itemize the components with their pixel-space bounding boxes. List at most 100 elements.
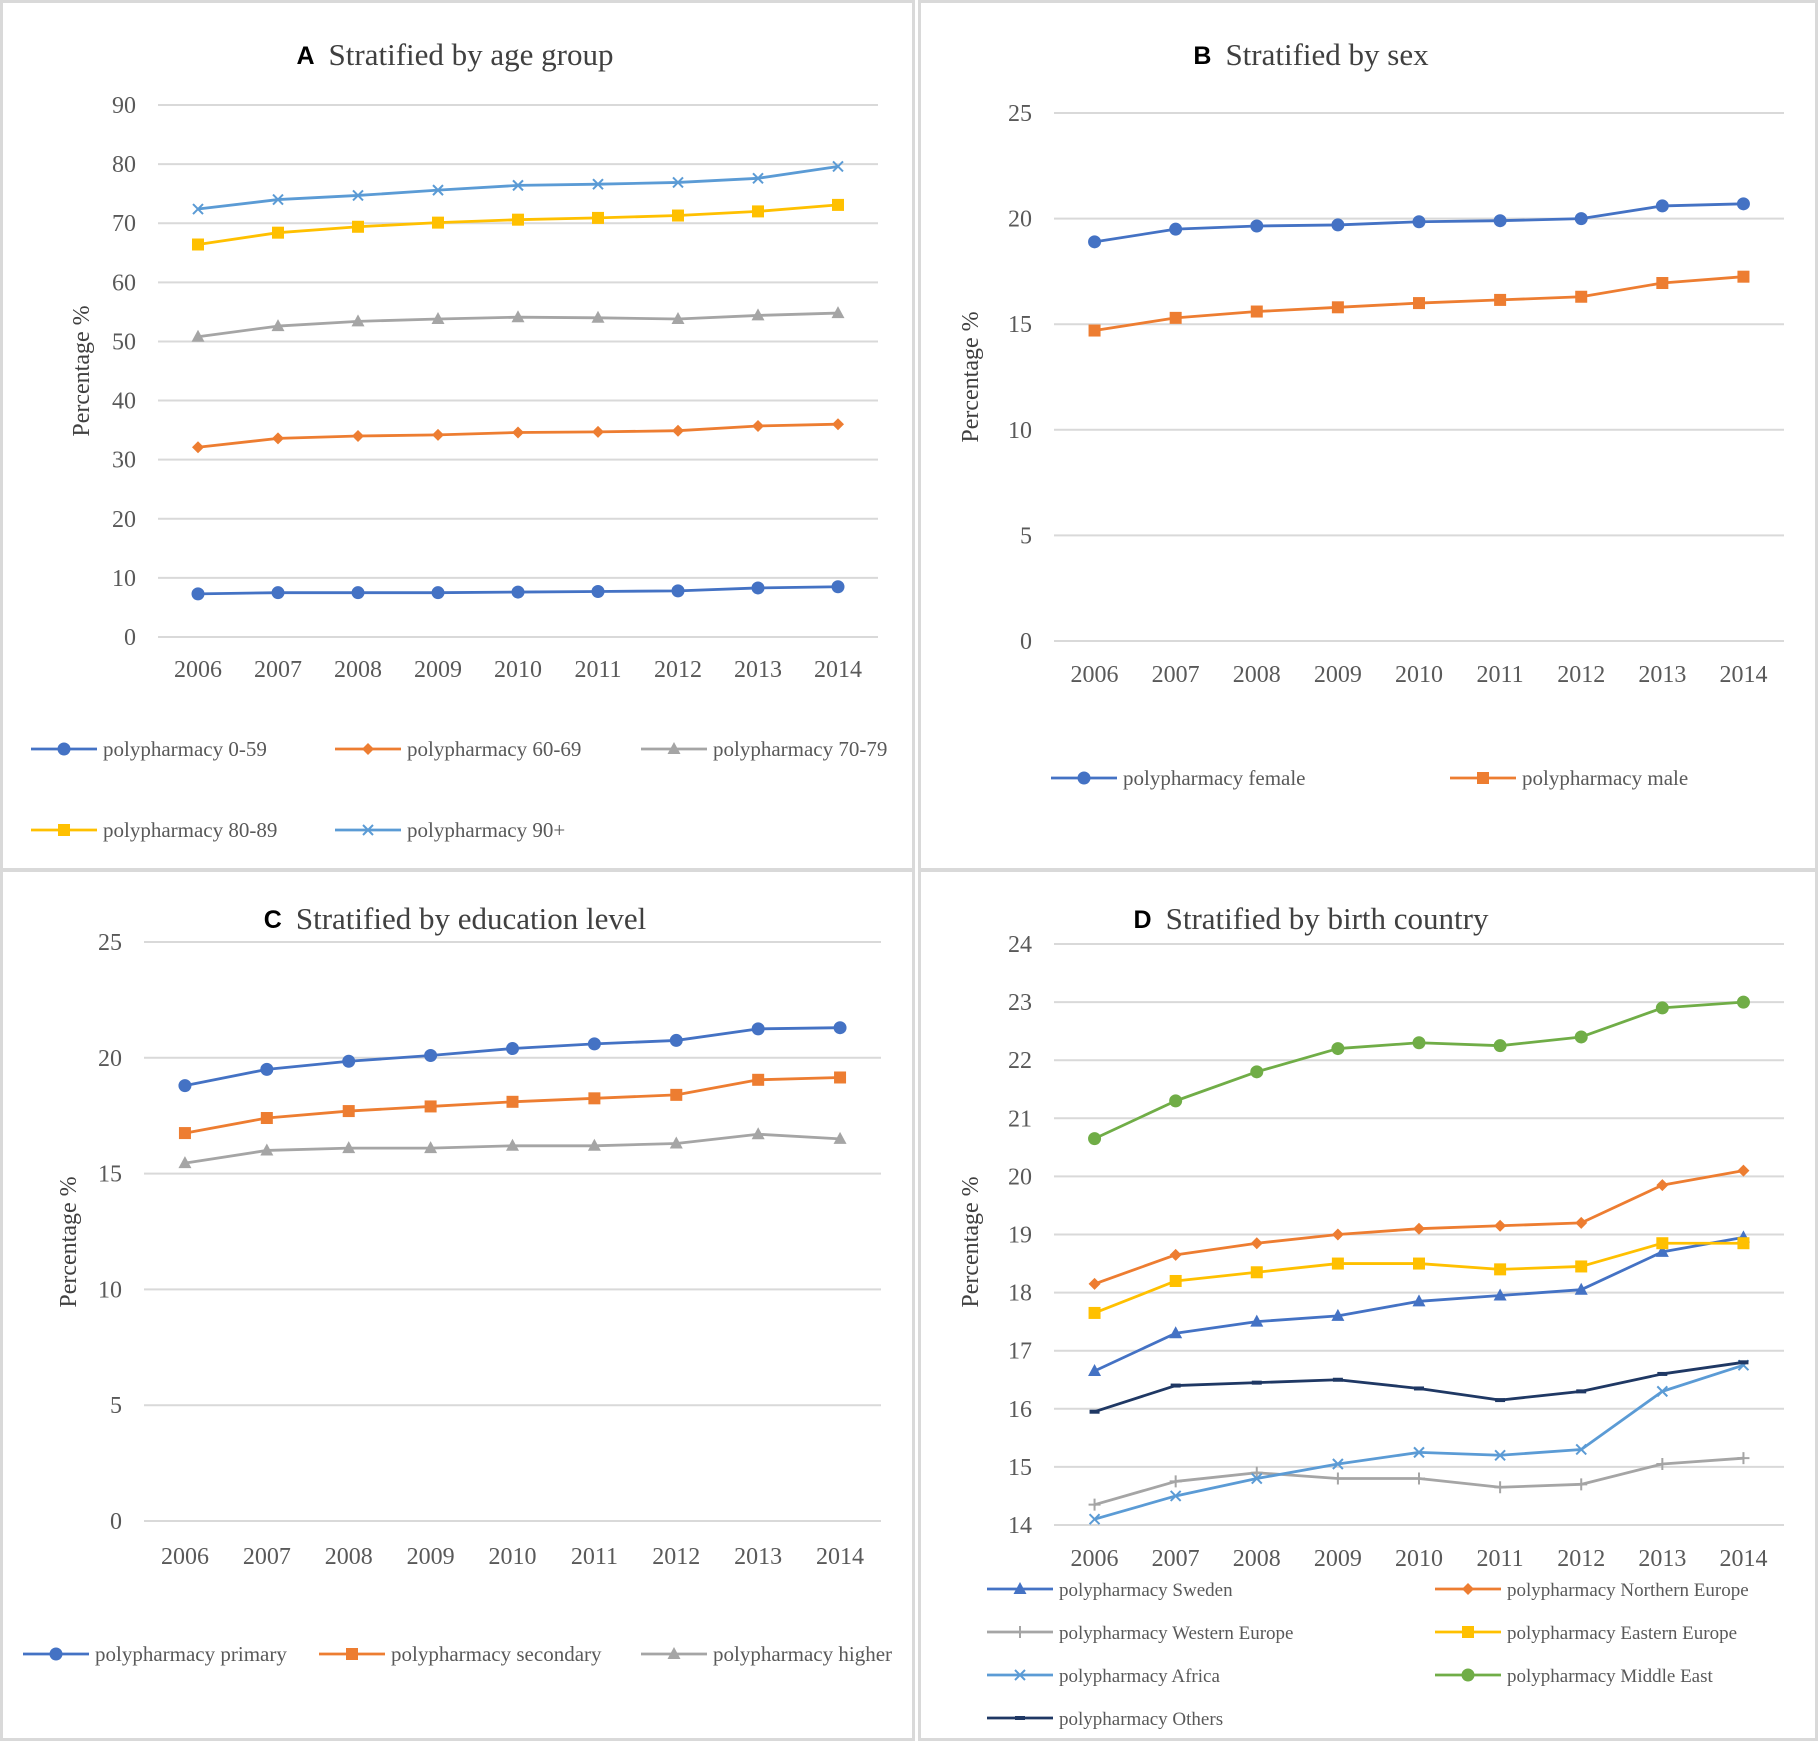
chart-a-y-axis-label: Percentage %	[69, 305, 95, 436]
data-point	[272, 226, 284, 239]
legend-marker	[1015, 1716, 1025, 1720]
x-tick-label: 2008	[1233, 1546, 1281, 1572]
data-point	[833, 1021, 847, 1035]
data-point	[1169, 222, 1183, 236]
data-point	[271, 586, 285, 600]
data-point	[1169, 1274, 1182, 1287]
series-group	[178, 1127, 847, 1169]
data-point	[352, 220, 364, 233]
data-point	[831, 306, 845, 319]
data-point	[342, 1054, 356, 1068]
y-tick-label: 50	[112, 329, 136, 355]
chart-b-title: B Stratified by sex	[1193, 37, 1429, 72]
series-group	[1088, 1359, 1750, 1525]
y-tick-label: 20	[112, 507, 136, 533]
data-point	[1656, 1179, 1669, 1192]
data-point	[192, 238, 204, 251]
data-point	[1495, 1398, 1506, 1403]
data-point	[670, 1088, 683, 1101]
data-point	[587, 1037, 601, 1051]
data-point	[260, 1062, 274, 1076]
x-tick-label: 2011	[1477, 1546, 1524, 1572]
data-point	[672, 209, 684, 222]
x-tick-label: 2006	[174, 657, 222, 683]
chart-b-legend: polypharmacy female polypharmacy male	[1051, 766, 1688, 790]
data-point	[1089, 1409, 1100, 1414]
series-group	[1088, 1452, 1750, 1511]
x-tick-label: 2008	[334, 657, 382, 683]
chart-d-y-axis-label: Percentage %	[958, 1176, 984, 1307]
legend-marker	[1077, 771, 1091, 785]
data-point	[342, 1105, 355, 1118]
data-point	[271, 319, 285, 332]
data-point	[833, 1131, 847, 1144]
y-tick-label: 40	[112, 389, 136, 415]
data-point	[352, 430, 364, 443]
data-point	[191, 587, 205, 601]
data-point	[512, 179, 524, 192]
series-group	[1088, 1237, 1750, 1319]
data-point	[751, 1127, 765, 1140]
legend-label: polypharmacy Western Europe	[1059, 1623, 1294, 1644]
legend-marker	[49, 1647, 63, 1661]
data-point	[1250, 1237, 1263, 1250]
chart-panel-c: C Stratified by education level 0 5 10 15 20 25…	[0, 869, 915, 1741]
x-tick-label: 2014	[1719, 662, 1767, 688]
x-tick-label: 2008	[1233, 662, 1281, 688]
data-point	[1169, 1475, 1182, 1488]
data-point	[1169, 1326, 1183, 1339]
data-point	[1736, 995, 1750, 1009]
data-point	[1412, 215, 1426, 229]
data-point	[1737, 270, 1750, 283]
x-tick-label: 2012	[652, 1544, 700, 1570]
data-point	[671, 584, 685, 598]
legend-label: polypharmacy higher	[713, 1642, 892, 1666]
data-point	[431, 586, 445, 600]
data-point	[751, 1022, 765, 1036]
x-tick-label: 2007	[1152, 1546, 1200, 1572]
chart-b-title-text: Stratified by sex	[1225, 37, 1429, 72]
legend-marker	[362, 824, 374, 836]
y-tick-label: 25	[98, 930, 122, 956]
chart-a-title: A Stratified by age group	[296, 37, 613, 72]
data-point	[1332, 1458, 1344, 1470]
legend-label: polypharmacy Middle East	[1507, 1666, 1714, 1687]
data-point	[192, 203, 204, 215]
chart-b-y-axis-label: Percentage %	[958, 311, 984, 442]
series-line	[183, 1026, 842, 1087]
x-tick-label: 2009	[1314, 662, 1362, 688]
x-tick-label: 2012	[654, 657, 702, 683]
legend-marker	[1462, 1626, 1474, 1638]
data-point	[592, 178, 604, 190]
x-tick-label: 2014	[814, 657, 862, 683]
x-tick-label: 2009	[1314, 1546, 1362, 1572]
data-point	[1574, 1030, 1588, 1044]
legend-label: polypharmacy female	[1123, 766, 1306, 790]
data-point	[1170, 1383, 1181, 1388]
series-group	[1088, 270, 1750, 337]
legend-marker	[1461, 1668, 1475, 1682]
data-point	[672, 176, 684, 189]
data-point	[1251, 1380, 1262, 1385]
data-point	[272, 432, 284, 445]
y-tick-label: 14	[1008, 1513, 1032, 1539]
data-point	[1332, 1377, 1343, 1382]
data-point	[669, 1033, 683, 1047]
x-tick-label: 2007	[1152, 662, 1200, 688]
data-point	[1414, 1386, 1424, 1391]
y-tick-label: 10	[1008, 418, 1032, 444]
y-tick-label: 23	[1008, 990, 1032, 1016]
legend-label: polypharmacy 0-59	[103, 737, 267, 761]
data-point	[260, 1112, 273, 1125]
chart-b-svg: B Stratified by sex 0 5 10 15 20 25 2006 2007 2008…	[958, 37, 1784, 790]
data-point	[512, 426, 524, 439]
data-point	[432, 184, 444, 196]
data-point	[1575, 1260, 1588, 1273]
legend-label: polypharmacy secondary	[391, 1642, 602, 1666]
data-point	[1250, 305, 1263, 318]
x-tick-label: 2009	[414, 657, 462, 683]
data-point	[592, 211, 604, 224]
y-tick-label: 10	[98, 1277, 122, 1303]
data-point	[1656, 1385, 1669, 1398]
data-point	[1088, 1306, 1101, 1319]
